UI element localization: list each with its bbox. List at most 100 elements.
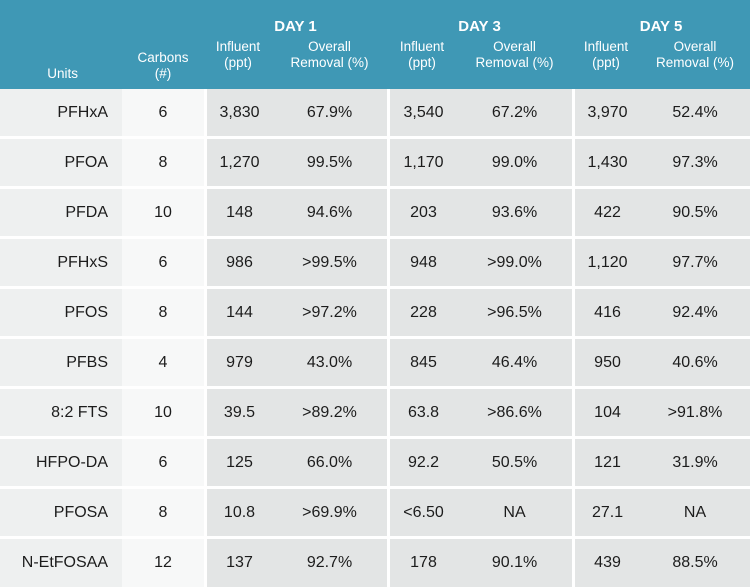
day-5-influent: 121 [572, 439, 641, 489]
carbon-count: 6 [122, 439, 204, 489]
influent-unit: (ppt) [224, 55, 252, 70]
day-3-removal: 99.0% [457, 139, 573, 189]
influent-unit: (ppt) [408, 55, 436, 70]
day-3-influent: 845 [387, 339, 458, 389]
day-5-removal: NA [640, 489, 750, 539]
day-3-influent: 1,170 [387, 139, 458, 189]
day-5-removal: 88.5% [640, 539, 750, 587]
day-3-removal: 93.6% [457, 189, 573, 239]
day-3-influent: 948 [387, 239, 458, 289]
day-5-influent: 1,430 [572, 139, 641, 189]
carbon-count: 6 [122, 239, 204, 289]
compound-name: PFOA [0, 139, 122, 189]
day-5-removal: 97.7% [640, 239, 750, 289]
compound-name: HFPO-DA [0, 439, 122, 489]
table-row: PFOSA 8 10.8 >69.9% <6.50 NA 27.1 NA [0, 489, 750, 539]
day-3-removal: 46.4% [457, 339, 573, 389]
day-1-header: DAY 1 [204, 0, 388, 36]
table-row: PFOS 8 144 >97.2% 228 >96.5% 416 92.4% [0, 289, 750, 339]
day-3-influent: 178 [387, 539, 458, 587]
day-5-influent: 416 [572, 289, 641, 339]
compound-name: PFOS [0, 289, 122, 339]
day-5-influent-header: Influent (ppt) [572, 36, 641, 89]
day-5-removal: 52.4% [640, 89, 750, 139]
day-1-influent: 144 [204, 289, 272, 339]
table-body: PFHxA 6 3,830 67.9% 3,540 67.2% 3,970 52… [0, 89, 750, 587]
day-5-influent: 3,970 [572, 89, 641, 139]
day-3-removal: NA [457, 489, 573, 539]
carbon-count: 4 [122, 339, 204, 389]
day-5-removal: >91.8% [640, 389, 750, 439]
day-3-influent-header: Influent (ppt) [387, 36, 458, 89]
day-3-influent: 3,540 [387, 89, 458, 139]
carbon-count: 6 [122, 89, 204, 139]
day-1-influent: 986 [204, 239, 272, 289]
removal-unit: Removal (%) [290, 55, 369, 70]
removal-label: Overall [308, 39, 351, 54]
header-spacer [122, 0, 204, 36]
day-3-removal: >99.0% [457, 239, 573, 289]
day-1-influent-header: Influent (ppt) [204, 36, 272, 89]
day-1-removal: 92.7% [272, 539, 388, 587]
compound-name: N-EtFOSAA [0, 539, 122, 587]
influent-label: Influent [583, 39, 629, 54]
table-row: PFHxA 6 3,830 67.9% 3,540 67.2% 3,970 52… [0, 89, 750, 139]
day-5-influent: 950 [572, 339, 641, 389]
day-5-influent: 439 [572, 539, 641, 587]
removal-label: Overall [493, 39, 536, 54]
day-5-influent: 104 [572, 389, 641, 439]
carbons-label: Carbons [137, 50, 189, 65]
carbon-count: 8 [122, 489, 204, 539]
table-row: PFDA 10 148 94.6% 203 93.6% 422 90.5% [0, 189, 750, 239]
day-1-influent: 10.8 [204, 489, 272, 539]
day-3-influent: 92.2 [387, 439, 458, 489]
table-row: PFOA 8 1,270 99.5% 1,170 99.0% 1,430 97.… [0, 139, 750, 189]
influent-label: Influent [399, 39, 445, 54]
day-1-influent: 137 [204, 539, 272, 587]
day-3-removal: 90.1% [457, 539, 573, 587]
carbons-column-header: Carbons (#) [122, 36, 204, 89]
compound-name: 8:2 FTS [0, 389, 122, 439]
day-1-influent: 3,830 [204, 89, 272, 139]
day-1-influent: 39.5 [204, 389, 272, 439]
compound-name: PFHxS [0, 239, 122, 289]
table-header: DAY 1 DAY 3 DAY 5 Units Carbons (#) Infl… [0, 0, 750, 89]
table-row: PFHxS 6 986 >99.5% 948 >99.0% 1,120 97.7… [0, 239, 750, 289]
header-spacer [0, 0, 122, 36]
compound-name: PFBS [0, 339, 122, 389]
carbon-count: 8 [122, 289, 204, 339]
day-1-removal: 99.5% [272, 139, 388, 189]
carbon-count: 8 [122, 139, 204, 189]
day-5-influent: 1,120 [572, 239, 641, 289]
carbon-count: 10 [122, 389, 204, 439]
day-header-row: DAY 1 DAY 3 DAY 5 [0, 0, 750, 36]
carbon-count: 12 [122, 539, 204, 587]
day-3-removal: 67.2% [457, 89, 573, 139]
day-3-removal: >86.6% [457, 389, 573, 439]
column-header-row: Units Carbons (#) Influent (ppt) Overall… [0, 36, 750, 89]
carbon-count: 10 [122, 189, 204, 239]
day-1-removal: 67.9% [272, 89, 388, 139]
day-3-influent: 63.8 [387, 389, 458, 439]
day-1-removal: >89.2% [272, 389, 388, 439]
removal-unit: Removal (%) [656, 55, 735, 70]
units-column-header: Units [0, 36, 122, 89]
day-1-removal: 43.0% [272, 339, 388, 389]
day-5-removal: 92.4% [640, 289, 750, 339]
day-1-removal: >99.5% [272, 239, 388, 289]
day-1-removal: 66.0% [272, 439, 388, 489]
day-5-removal: 97.3% [640, 139, 750, 189]
day-3-removal: 50.5% [457, 439, 573, 489]
compound-name: PFHxA [0, 89, 122, 139]
day-3-influent: 228 [387, 289, 458, 339]
table-row: N-EtFOSAA 12 137 92.7% 178 90.1% 439 88.… [0, 539, 750, 587]
removal-unit: Removal (%) [475, 55, 554, 70]
day-5-header: DAY 5 [572, 0, 750, 36]
day-1-removal: >69.9% [272, 489, 388, 539]
day-5-removal: 40.6% [640, 339, 750, 389]
day-3-influent: 203 [387, 189, 458, 239]
day-1-removal: >97.2% [272, 289, 388, 339]
day-3-removal: >96.5% [457, 289, 573, 339]
day-1-influent: 979 [204, 339, 272, 389]
